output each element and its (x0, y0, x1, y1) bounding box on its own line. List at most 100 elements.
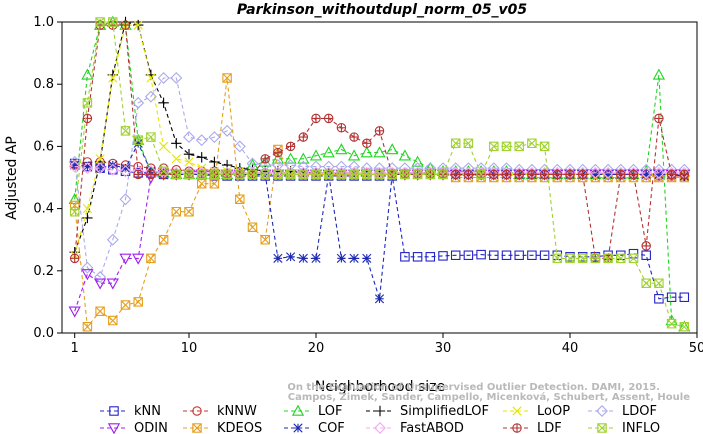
data-point-ldf (679, 169, 690, 180)
data-point-ldof (157, 72, 170, 84)
data-point-inflo (184, 169, 194, 180)
data-point-lof (360, 146, 373, 158)
data-point-inflo (362, 169, 372, 180)
data-point-inflo (450, 138, 461, 149)
data-point-inflo (425, 169, 436, 180)
legend-label: INFLO (622, 421, 660, 434)
series-simplifiedlof (69, 16, 690, 258)
data-point-lof (309, 149, 323, 161)
y-tick-label: 0.6 (33, 139, 54, 154)
data-point-ldf (527, 169, 537, 180)
legend: kNN kNNW LOF SimplifiedLOF LoOP LDOF ODIN KDEOS… (100, 404, 660, 434)
series-inflo (69, 17, 690, 332)
data-point-ldf (654, 113, 664, 124)
legend-marker (597, 423, 607, 433)
data-point-inflo (209, 169, 220, 180)
legend-label: LDOF (622, 404, 657, 419)
x-tick-label: 50 (689, 341, 703, 356)
plot-border (61, 21, 698, 334)
data-point-ldof (335, 160, 348, 173)
data-point-inflo (387, 169, 397, 180)
data-point-ldf (285, 141, 296, 152)
data-point-ldof (195, 134, 208, 147)
data-point-knn (514, 250, 524, 261)
data-point-ldf (641, 241, 651, 251)
data-point-inflo (590, 253, 601, 264)
data-point-ldf (374, 126, 385, 136)
y-tick-label: 0.4 (33, 202, 54, 217)
data-point-ldf (501, 169, 512, 180)
data-point-inflo (501, 141, 512, 152)
data-point-kdeos (235, 194, 245, 205)
data-point-kdeos (95, 306, 105, 316)
data-point-ldf (362, 138, 372, 149)
series-layer (68, 15, 691, 332)
data-point-cof (374, 294, 385, 304)
plot-frame (61, 21, 698, 334)
data-point-cof (286, 252, 296, 262)
data-point-knn (425, 252, 436, 262)
watermark-line-1: Campos, Zimek, Sander, Campello, Micenko… (288, 391, 690, 403)
legend-item-kdeos: KDEOS (183, 421, 262, 434)
y-tick-label: 1.0 (33, 15, 54, 30)
data-point-inflo (69, 206, 80, 217)
data-point-ldf (577, 169, 588, 180)
data-point-ldof (170, 72, 183, 84)
series-ldf (69, 20, 690, 264)
data-point-ldof (348, 160, 361, 173)
data-point-loop (171, 154, 181, 164)
x-tick-label: 10 (181, 341, 198, 356)
data-point-ldf (349, 132, 359, 142)
data-point-inflo (374, 169, 385, 180)
data-point-ldof (106, 233, 119, 246)
data-point-cof (82, 162, 92, 172)
data-point-fastabod (602, 166, 615, 179)
data-point-fastabod (652, 166, 665, 179)
data-point-ldof (208, 131, 221, 144)
data-point-inflo (400, 169, 410, 180)
data-point-odin (68, 306, 81, 318)
data-point-odin (93, 278, 107, 290)
data-point-inflo (476, 169, 486, 180)
data-point-ldf (82, 113, 93, 124)
data-point-inflo (120, 126, 131, 136)
data-point-inflo (336, 169, 347, 180)
data-point-loop (159, 141, 169, 151)
data-point-inflo (616, 253, 626, 264)
data-point-inflo (273, 169, 283, 180)
data-point-simplifiedlof (221, 159, 233, 171)
data-point-ldof (183, 131, 195, 144)
x-tick-label: 20 (308, 341, 325, 356)
data-point-ldf (628, 169, 639, 180)
legend-item-knn: kNN (100, 404, 161, 419)
data-point-kdeos (171, 206, 182, 217)
data-point-knn (489, 250, 499, 261)
watermark-line-2: On the Evaluation of Unsupervised Outlie… (287, 382, 660, 393)
data-point-ldf (298, 132, 309, 142)
data-point-ldf (273, 147, 283, 158)
data-point-simplifiedlof (158, 97, 169, 109)
data-point-inflo (412, 169, 423, 180)
data-point-ldf (616, 169, 626, 180)
series-ldof (68, 72, 691, 283)
data-point-ldof (310, 160, 322, 173)
legend-item-ldof: LDOF (588, 404, 657, 419)
legend-item-odin: ODIN (100, 421, 168, 434)
legend-marker (512, 406, 522, 416)
data-point-cof (590, 169, 600, 179)
data-point-knn (476, 249, 486, 260)
data-point-odin (106, 278, 119, 290)
data-point-inflo (641, 278, 651, 288)
data-point-lof (297, 152, 310, 164)
data-point-ldof (360, 162, 373, 175)
legend-marker (192, 423, 202, 433)
data-point-fastabod (68, 160, 81, 173)
data-point-inflo (438, 169, 448, 180)
data-point-knn (654, 294, 664, 304)
data-point-loop (146, 73, 156, 83)
data-point-inflo (247, 169, 258, 180)
legend-label: ODIN (134, 421, 168, 434)
data-point-odin (81, 269, 94, 281)
legend-label: kNNW (217, 404, 257, 419)
data-point-lof (665, 314, 678, 326)
